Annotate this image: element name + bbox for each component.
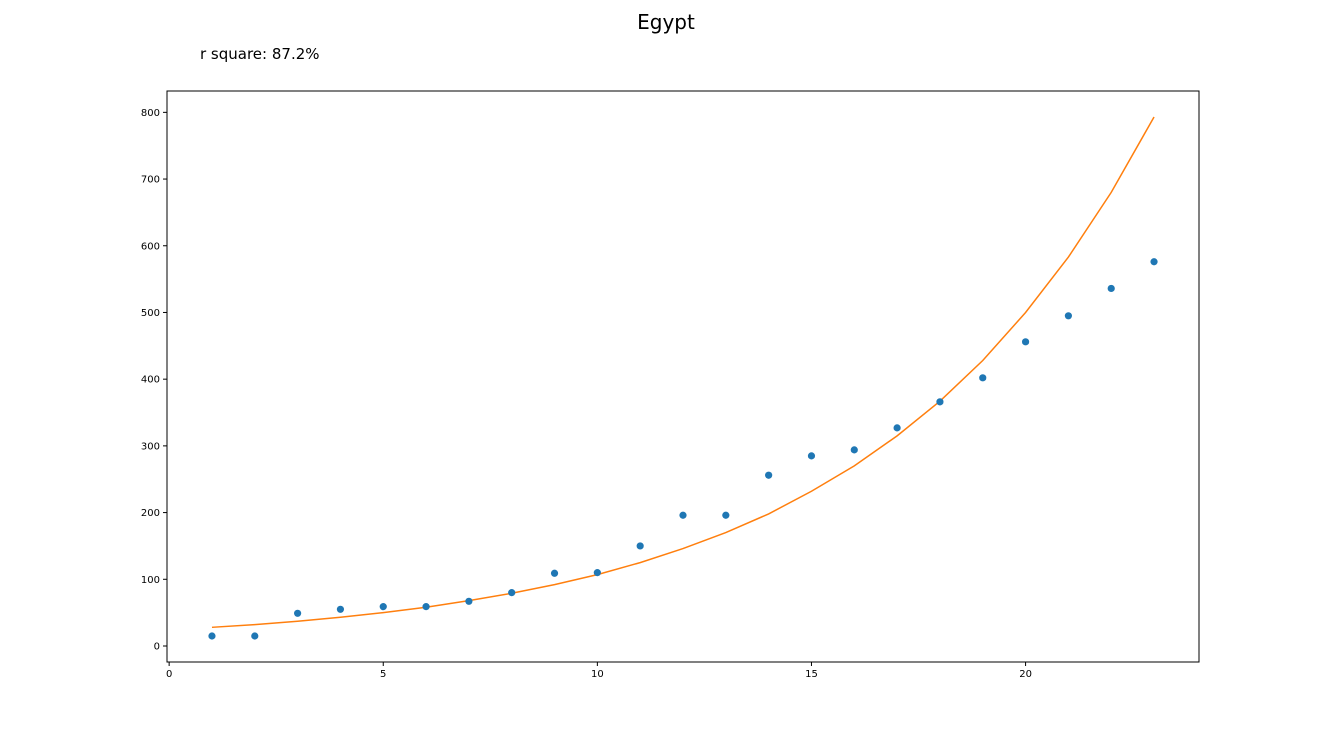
data-point (1150, 258, 1158, 266)
data-point (593, 569, 601, 577)
data-point (465, 597, 473, 605)
chart-title: Egypt (637, 10, 695, 34)
x-tick-label: 0 (166, 669, 172, 680)
data-point (336, 605, 345, 613)
y-axis: 0 100 200 300 400 500 600 700 800 (141, 108, 167, 652)
y-tick-label: 100 (141, 575, 160, 586)
data-point (850, 446, 858, 454)
y-tick-label: 300 (141, 441, 160, 452)
data-point (807, 452, 816, 460)
y-tick-label: 400 (141, 375, 160, 386)
y-tick-label: 500 (141, 308, 160, 319)
data-point (679, 511, 687, 519)
x-tick-label: 15 (805, 669, 818, 680)
y-tick-label: 800 (141, 108, 160, 119)
x-axis: 0 5 10 15 20 (166, 662, 1032, 680)
data-point (1107, 284, 1115, 293)
data-point (251, 632, 259, 640)
data-point (422, 603, 430, 611)
x-tick-label: 20 (1019, 669, 1032, 680)
x-tick-label: 5 (380, 669, 386, 680)
data-point (936, 398, 944, 406)
y-tick-label: 700 (141, 175, 160, 186)
data-point (379, 603, 387, 611)
data-point (765, 471, 773, 479)
data-point (722, 511, 730, 519)
r-square-annotation: r square: 87.2% (200, 45, 320, 63)
data-point (294, 609, 302, 617)
data-point (636, 542, 644, 550)
data-point (893, 424, 901, 432)
data-point (979, 374, 987, 382)
data-point (1064, 312, 1072, 320)
data-point (550, 569, 559, 577)
fit-curve-line (211, 116, 1155, 629)
y-tick-label: 600 (141, 241, 160, 252)
plot-area-frame (166, 90, 1200, 663)
data-point (208, 632, 216, 640)
data-point (1021, 338, 1030, 346)
series-layer (208, 116, 1158, 640)
data-point (508, 589, 516, 597)
x-tick-label: 10 (591, 669, 604, 680)
y-tick-label: 0 (154, 641, 160, 652)
y-tick-label: 200 (141, 508, 160, 519)
